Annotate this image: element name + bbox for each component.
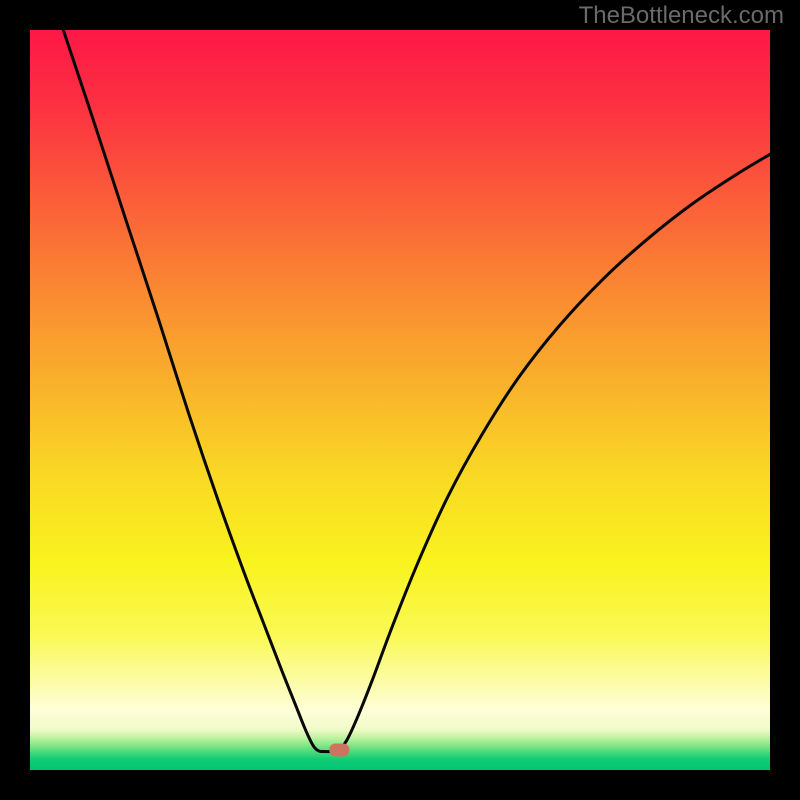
plot-curve (63, 30, 321, 752)
plot-curve (339, 154, 770, 750)
watermark-text: TheBottleneck.com (579, 2, 784, 30)
min-point-marker (329, 744, 349, 757)
chart-plot-area (30, 30, 770, 770)
chart-svg (30, 30, 770, 770)
